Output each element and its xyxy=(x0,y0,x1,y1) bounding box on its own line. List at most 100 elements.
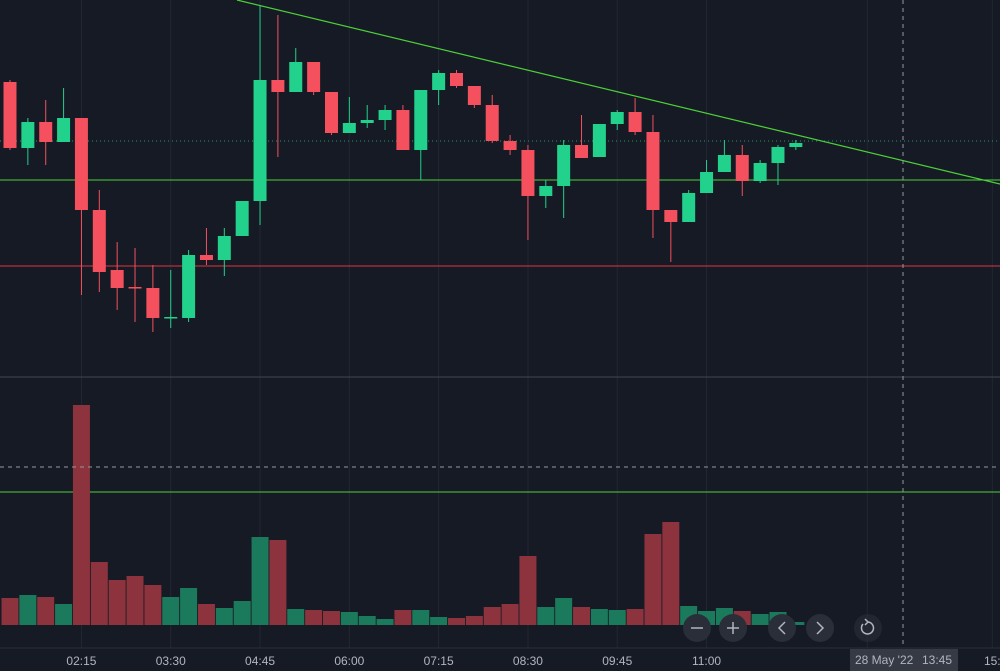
candle-body xyxy=(110,270,124,288)
x-tick-label: 11:00 xyxy=(692,654,721,668)
volume-bar xyxy=(751,614,769,625)
volume-bar xyxy=(19,595,37,625)
candle-body xyxy=(735,155,749,181)
candle-body xyxy=(289,62,303,92)
candle-body xyxy=(146,288,160,318)
candle-body xyxy=(575,145,589,158)
crosshair-time: 13:45 xyxy=(922,653,952,667)
x-tick-label: 09:45 xyxy=(602,654,632,668)
x-tick-label: 07:15 xyxy=(424,654,454,668)
volume-bar xyxy=(787,622,805,625)
volume-bar xyxy=(269,540,287,625)
volume-bar xyxy=(448,618,465,625)
x-tick-label: 06:00 xyxy=(334,654,364,668)
volume-bar xyxy=(197,604,215,625)
candle-body xyxy=(557,145,571,186)
volume-bar xyxy=(519,556,537,625)
scroll-right-button[interactable] xyxy=(806,614,834,642)
volume-bar xyxy=(590,609,608,625)
candle-body xyxy=(789,143,803,147)
volume-bar xyxy=(555,598,573,625)
reset-button[interactable] xyxy=(854,614,882,642)
volume-bar xyxy=(126,576,144,625)
x-tick-label: 15: xyxy=(984,654,1000,668)
volume-bar xyxy=(340,612,358,625)
volume-bar xyxy=(55,604,73,625)
volume-bar xyxy=(215,608,233,625)
volume-bar xyxy=(305,610,323,625)
trend-line xyxy=(236,0,1000,185)
candle-body xyxy=(628,112,642,132)
candle-body xyxy=(342,123,356,133)
volume-bar xyxy=(162,597,180,625)
zoom-controls xyxy=(683,614,882,642)
marks xyxy=(0,0,1000,648)
candle-body xyxy=(57,118,71,142)
candle-body xyxy=(592,124,606,157)
candle-body xyxy=(378,110,392,120)
volume-bar xyxy=(430,617,448,625)
candle-body xyxy=(503,141,517,150)
x-tick-label: 02:15 xyxy=(66,654,96,668)
candle-body xyxy=(199,255,213,260)
volume-bar xyxy=(144,585,162,625)
time-axis: 02:15 03:30 04:45 06:00 07:15 08:30 09:45 11:00… xyxy=(0,647,1000,671)
candle-body xyxy=(539,186,553,196)
candle-body xyxy=(432,73,446,90)
volume-bar xyxy=(483,607,501,625)
volume-bar xyxy=(358,616,376,625)
volume-bar xyxy=(287,609,305,625)
volume-bar xyxy=(90,562,108,625)
candle-body xyxy=(485,105,499,141)
volume-bar xyxy=(72,405,90,625)
volume-bar xyxy=(1,598,19,625)
crosshair-date: 28 May '22 xyxy=(855,653,914,667)
volume-bar xyxy=(573,607,591,625)
candle-body xyxy=(610,112,624,124)
candle-body xyxy=(771,147,785,163)
volume-bar xyxy=(412,610,430,625)
candle-body xyxy=(307,62,321,92)
candle-body xyxy=(467,86,481,105)
candle-body xyxy=(646,132,660,210)
candle-body xyxy=(74,118,88,210)
candle-body xyxy=(39,122,53,142)
candle-body xyxy=(164,317,178,319)
volume-bar xyxy=(322,611,340,625)
candle-body xyxy=(92,210,106,272)
crosshair-label-box xyxy=(850,649,958,671)
candle-body xyxy=(217,236,231,260)
volume-bar xyxy=(626,609,644,625)
candle-body xyxy=(128,287,142,289)
volume-bar xyxy=(233,601,251,625)
volume-bar xyxy=(644,534,662,625)
volume-bar xyxy=(501,604,519,625)
candle-body xyxy=(682,193,696,222)
volume-bar xyxy=(376,619,394,625)
candle-body xyxy=(235,201,249,236)
volume-bar xyxy=(108,580,126,625)
candle-body xyxy=(182,255,196,318)
volume-bar xyxy=(394,610,412,625)
volume-bar xyxy=(251,537,269,625)
candle-body xyxy=(3,82,17,148)
zoom-out-button[interactable] xyxy=(683,614,711,642)
candle-body xyxy=(324,92,338,133)
candle-body xyxy=(414,90,428,150)
x-tick-label: 04:45 xyxy=(245,654,275,668)
candle-body xyxy=(271,80,285,92)
volume-bar xyxy=(180,588,198,625)
volume-bar xyxy=(37,597,55,625)
candle-body xyxy=(521,150,535,196)
candle-body xyxy=(360,120,374,123)
candle-body xyxy=(753,163,767,181)
candle-body xyxy=(396,110,410,150)
volume-bar xyxy=(465,616,483,625)
scroll-left-button[interactable] xyxy=(768,614,796,642)
zoom-in-button[interactable] xyxy=(719,614,747,642)
volume-bar xyxy=(608,610,626,625)
volume-bar xyxy=(662,522,680,625)
x-tick-label: 03:30 xyxy=(156,654,186,668)
